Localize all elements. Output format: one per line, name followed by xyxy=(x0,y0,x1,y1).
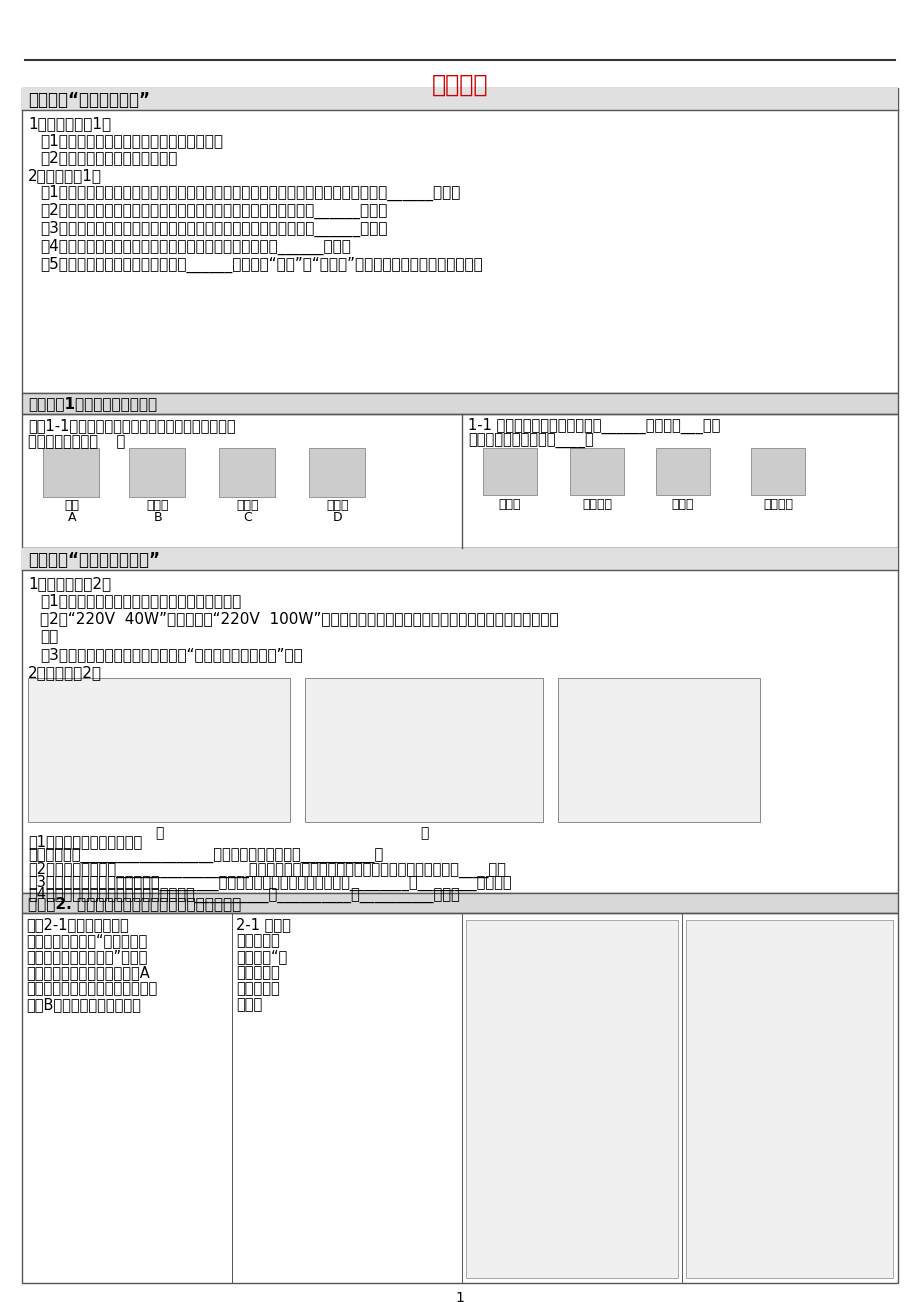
Text: （2）电流通过液体时，如果能使液化发生化学变化，这就是电流的______效应。: （2）电流通过液体时，如果能使液化发生化学变化，这就是电流的______效应。 xyxy=(40,203,387,219)
Text: 【例1-1】如图所示，下列常见电器中不是利用电流: 【例1-1】如图所示，下列常见电器中不是利用电流 xyxy=(28,418,235,434)
Text: 我们把这些电器统称为____。: 我们把这些电器统称为____。 xyxy=(468,434,593,449)
Text: 暖手宝: 暖手宝 xyxy=(498,497,521,510)
Text: 1-1 如图所示的电器工作时，将______能转化为___能，: 1-1 如图所示的电器工作时，将______能转化为___能， xyxy=(468,418,720,434)
Bar xyxy=(22,89,897,109)
Bar xyxy=(22,913,897,1282)
Bar xyxy=(43,448,99,497)
Text: 所示的实验: 所示的实验 xyxy=(236,934,279,948)
Bar xyxy=(466,921,677,1279)
Text: （3）图甲主要是为了研究电热与________的关系；图乙可以用于研究电热与________、________的关系。: （3）图甲主要是为了研究电热与________的关系；图乙可以用于研究电热与__… xyxy=(28,875,511,891)
Bar xyxy=(686,921,892,1279)
Text: 二、探究“影响电热的因素”: 二、探究“影响电热的因素” xyxy=(28,551,160,569)
Text: 流通过导体: 流通过导体 xyxy=(236,965,279,980)
Text: 2、知识点（2）: 2、知识点（2） xyxy=(28,665,102,680)
Bar xyxy=(28,678,289,822)
Text: （3）电流通过导体时，会在导体周围空间产生磁场，这就是电流的______效应。: （3）电流通过导体时，会在导体周围空间产生磁场，这就是电流的______效应。 xyxy=(40,221,387,237)
Text: （1）你能说出白炙灯泡工作时能量转化过程吗？: （1）你能说出白炙灯泡工作时能量转化过程吗？ xyxy=(40,592,241,608)
Text: （1）你知道电流通过哪些用电器要发热吗？: （1）你知道电流通过哪些用电器要发热吗？ xyxy=(40,133,222,148)
Text: （3）你能对照两个灯泡，初步分析“影响电热大小的因素”吗？: （3）你能对照两个灯泡，初步分析“影响电热大小的因素”吗？ xyxy=(40,647,302,661)
Bar xyxy=(129,448,185,497)
Text: 1、预习自学（1）: 1、预习自学（1） xyxy=(28,116,111,132)
Bar xyxy=(750,448,804,495)
Text: 油中都浸泡着一段金属丝烧瓶A: 油中都浸泡着一段金属丝烧瓶A xyxy=(26,965,150,980)
Text: 图所示的装置探究“导体产生的: 图所示的装置探究“导体产生的 xyxy=(26,934,147,948)
Bar xyxy=(558,678,759,822)
Bar xyxy=(655,448,709,495)
Text: （5）用电器工作时，所产生的电热______（选填：“一定”或“不一定”）等于所消耗的电能（电功）。: （5）用电器工作时，所产生的电热______（选填：“一定”或“不一定”）等于所… xyxy=(40,256,482,273)
Text: D: D xyxy=(333,510,343,523)
Text: （1）实验中，选用煤油而选: （1）实验中，选用煤油而选 xyxy=(28,835,142,849)
Text: 1、预习自学（2）: 1、预习自学（2） xyxy=(28,575,111,591)
Bar xyxy=(22,414,897,548)
Text: 知识点2. 探究电热的多少与哪些因素有关（重点）: 知识点2. 探究电热的多少与哪些因素有关（重点） xyxy=(28,896,241,911)
Text: 装置探究“电: 装置探究“电 xyxy=(236,949,287,963)
Text: 焦耳定律: 焦耳定律 xyxy=(431,73,488,98)
Text: 的热量与电: 的热量与电 xyxy=(236,980,279,996)
Text: （4）我们把电流通过用电器时产生的热叫作电热，用字母______表示。: （4）我们把电流通过用电器时产生的热叫作电热，用字母______表示。 xyxy=(40,240,350,255)
Text: 热效应工作的是（    ）: 热效应工作的是（ ） xyxy=(28,434,125,449)
Text: 1: 1 xyxy=(455,1292,464,1302)
Text: （1）电流通过任何有阻的用电器时，都会发热，即将电能转化为热能，这就是电流的______效应。: （1）电流通过任何有阻的用电器时，都会发热，即将电能转化为热能，这就是电流的__… xyxy=(40,185,460,202)
Bar xyxy=(219,448,275,497)
Text: 电饭锅: 电饭锅 xyxy=(236,499,259,512)
Text: 热量与电阻大小的关系”两瓶煤: 热量与电阻大小的关系”两瓶煤 xyxy=(26,949,147,963)
Text: C: C xyxy=(244,510,252,523)
Text: 烧瓶B中的金属丝是锶铬合金: 烧瓶B中的金属丝是锶铬合金 xyxy=(26,997,141,1012)
Text: 甲: 甲 xyxy=(154,825,163,840)
Text: 一、认识“电流的热效应”: 一、认识“电流的热效应” xyxy=(28,91,150,109)
Bar xyxy=(482,448,537,495)
Text: 电动机: 电动机 xyxy=(147,499,169,512)
Text: （2）你知道电流的三大效应吗？: （2）你知道电流的三大效应吗？ xyxy=(40,150,177,165)
Bar xyxy=(570,448,623,495)
Text: 阻的关: 阻的关 xyxy=(236,997,262,1012)
Bar xyxy=(22,548,897,570)
Bar xyxy=(22,893,897,913)
Text: （4）通过实验探究，可知：电热的多少与__________、__________和__________有关。: （4）通过实验探究，可知：电热的多少与__________、__________… xyxy=(28,887,459,904)
Text: B: B xyxy=(153,510,162,523)
Text: 考查角度1：电流热效应的应用: 考查角度1：电流热效应的应用 xyxy=(28,396,157,411)
Bar xyxy=(22,548,897,893)
Bar xyxy=(309,448,365,497)
Text: 2、知识点（1）: 2、知识点（1） xyxy=(28,168,102,184)
Bar xyxy=(305,678,542,822)
Text: 电炉: 电炉 xyxy=(64,499,79,512)
Text: （2）实验中，是通过__________________来比较产生电热的多少的，这样的研究方法我们称之为____法。: （2）实验中，是通过__________________来比较产生电热的多少的，… xyxy=(28,862,505,879)
Text: 电热蚊香: 电热蚊香 xyxy=(762,497,792,510)
Bar xyxy=(22,893,897,913)
Bar xyxy=(22,89,897,393)
Text: 电热水壶: 电热水壶 xyxy=(582,497,611,510)
Text: A: A xyxy=(68,510,76,523)
Text: 电熨斗: 电熨斗 xyxy=(326,499,349,512)
Text: 【例2-1】小明和小玲如: 【例2-1】小明和小玲如 xyxy=(26,917,129,932)
Bar xyxy=(22,393,897,414)
Text: 乙: 乙 xyxy=(419,825,427,840)
Text: （2）“220V  40W”的白炙灯和“220V  100W”的灯泡，正常发光时，在相同时间内产生电热多的是哪个灯: （2）“220V 40W”的白炙灯和“220V 100W”的灯泡，正常发光时，在… xyxy=(40,611,558,626)
Text: 中的金属丝是铜丝，电阻比较小，: 中的金属丝是铜丝，电阻比较小， xyxy=(26,980,157,996)
Text: 2-1 用如图: 2-1 用如图 xyxy=(236,917,290,932)
Text: 热得快: 热得快 xyxy=(671,497,694,510)
Bar xyxy=(22,393,897,414)
Text: 用水的原因是__________________。对它们的质量要求是__________。: 用水的原因是__________________。对它们的质量要求是______… xyxy=(28,849,383,865)
Text: 泡？: 泡？ xyxy=(40,629,58,644)
